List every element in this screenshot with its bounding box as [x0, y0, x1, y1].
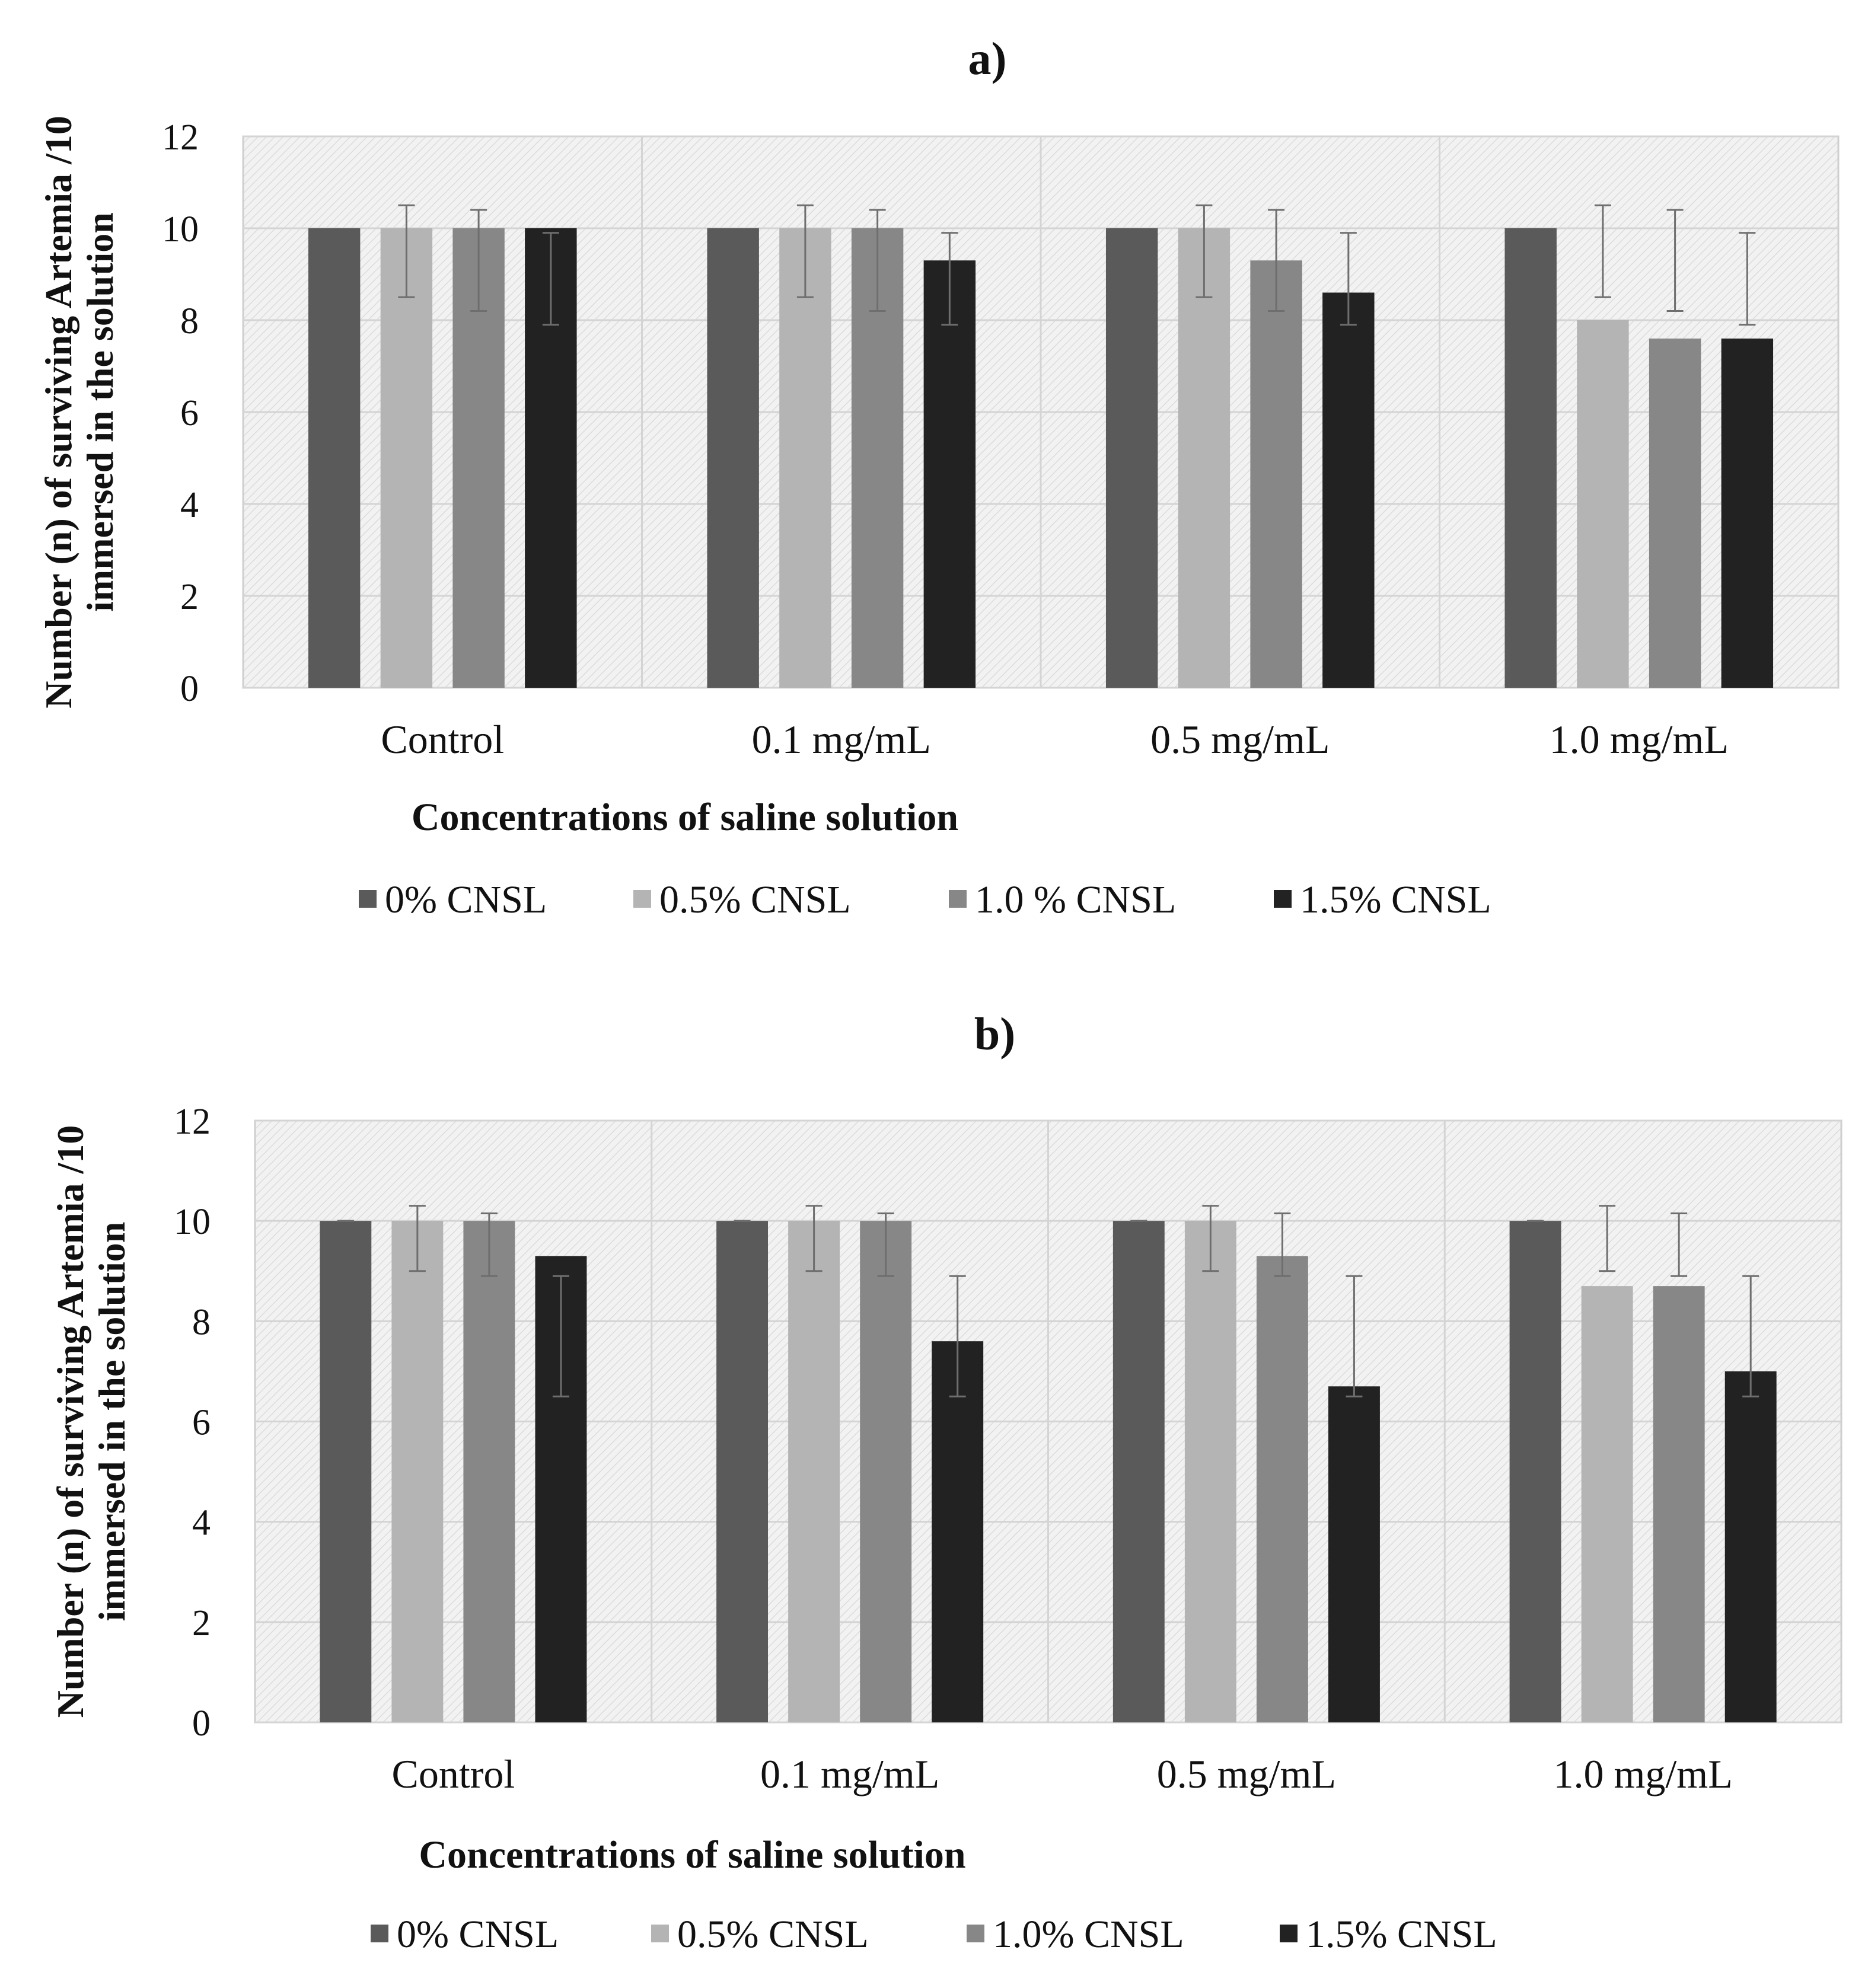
chart-b-bar: [1256, 1256, 1308, 1722]
chart-a-legend-label: 1.5% CNSL: [1300, 878, 1491, 921]
chart-b-x-tick-label: 0.5 mg/mL: [1157, 1751, 1336, 1796]
chart-a-legend-label: 0% CNSL: [385, 878, 547, 921]
chart-b-y-tick-label: 2: [192, 1603, 211, 1644]
chart-b-bar: [1509, 1221, 1561, 1722]
chart-b-legend-label: 0% CNSL: [397, 1913, 559, 1956]
chart-b-legend-swatch: [967, 1925, 984, 1942]
chart-a-y-axis-label: immersed in the solution: [79, 212, 121, 612]
chart-a-legend-swatch: [633, 890, 651, 908]
chart-a-bar: [1250, 260, 1302, 688]
chart-b-bar: [391, 1221, 444, 1722]
chart-a-legend-label: 0.5% CNSL: [659, 878, 851, 921]
chart-b-legend-swatch: [1280, 1925, 1298, 1942]
chart-b-y-tick-label: 10: [174, 1202, 211, 1242]
chart-b-title: b): [974, 1008, 1015, 1060]
chart-b-bar: [1581, 1286, 1633, 1722]
chart-a-y-tick-label: 8: [180, 301, 199, 342]
chart-a-y-tick-label: 12: [162, 117, 199, 158]
chart-b-y-tick-label: 4: [192, 1503, 211, 1543]
chart-a-legend-swatch: [1274, 890, 1292, 908]
chart-b-legend-label: 0.5% CNSL: [677, 1913, 869, 1956]
chart-b-y-tick-label: 8: [192, 1302, 211, 1342]
chart-a-bar: [707, 228, 759, 688]
chart-b-legend-label: 1.0% CNSL: [993, 1913, 1184, 1956]
chart-b-y-tick-label: 0: [192, 1703, 211, 1744]
chart-a-legend-swatch: [359, 890, 377, 908]
chart-a-bar: [779, 228, 831, 688]
chart-b-y-tick-label: 12: [174, 1102, 211, 1142]
chart-b-bar: [716, 1221, 769, 1722]
chart-a-bar: [923, 260, 976, 688]
chart-a-y-tick-label: 10: [162, 209, 199, 250]
chart-b-bar: [463, 1221, 515, 1722]
chart-b-bar: [1724, 1371, 1777, 1722]
chart-b-bar: [1184, 1221, 1236, 1722]
chart-a-bar: [1721, 339, 1774, 688]
chart-b-bar: [320, 1221, 372, 1722]
chart-a-y-axis-label: Number (n) of surviving Artemia /10: [37, 116, 79, 709]
chart-a-x-tick-label: Control: [381, 717, 504, 762]
chart-a-x-tick-label: 0.1 mg/mL: [752, 717, 931, 762]
chart-b-y-axis-label: Number (n) of surviving Artemia /10: [49, 1125, 91, 1718]
chart-a-y-tick-label: 2: [180, 577, 199, 617]
chart-a-bar: [380, 228, 433, 688]
chart-b-legend-swatch: [371, 1925, 388, 1942]
chart-b-y-tick-label: 6: [192, 1403, 211, 1443]
chart-a-bar: [308, 228, 361, 688]
chart-a-bar: [1504, 228, 1557, 688]
chart-b-bar: [1653, 1286, 1705, 1722]
chart-a-legend-swatch: [949, 890, 967, 908]
chart-b-bar: [1328, 1386, 1380, 1722]
chart-b-legend-label: 1.5% CNSL: [1306, 1913, 1497, 1956]
chart-b-x-tick-label: 1.0 mg/mL: [1554, 1751, 1733, 1796]
chart-a-bar: [1178, 228, 1231, 688]
chart-a-bar: [1577, 320, 1629, 688]
chart-b-legend-swatch: [651, 1925, 669, 1942]
chart-a-x-tick-label: 1.0 mg/mL: [1550, 717, 1729, 762]
chart-a-y-tick-label: 4: [180, 485, 199, 525]
chart-a-legend-label: 1.0 % CNSL: [975, 878, 1176, 921]
chart-b-bar: [860, 1221, 912, 1722]
chart-b-y-axis-label: immersed in the solution: [91, 1222, 133, 1622]
chart-a-y-tick-label: 6: [180, 393, 199, 433]
chart-b-bar: [932, 1341, 984, 1722]
chart-a-bar: [1649, 339, 1701, 688]
chart-a-bar: [1322, 292, 1375, 688]
chart-a-bar: [1105, 228, 1158, 688]
chart-b-x-axis-label: Concentrations of saline solution: [419, 1833, 965, 1877]
chart-b-bar: [1112, 1221, 1165, 1722]
chart-a-x-axis-label: Concentrations of saline solution: [412, 796, 958, 839]
chart-b-x-tick-label: Control: [391, 1751, 515, 1796]
chart-a-title: a): [968, 33, 1007, 84]
chart-a-x-tick-label: 0.5 mg/mL: [1150, 717, 1330, 762]
chart-b-x-tick-label: 0.1 mg/mL: [760, 1751, 939, 1796]
chart-b-bar: [788, 1221, 840, 1722]
chart-a-y-tick-label: 0: [180, 669, 199, 709]
